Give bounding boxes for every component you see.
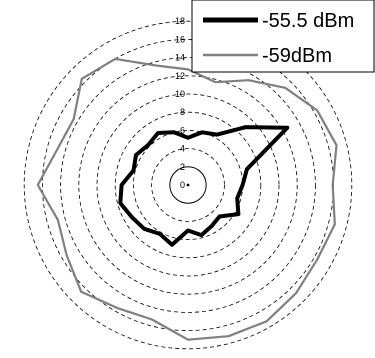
radial-tick-label-10: 10	[175, 89, 185, 99]
grid-ring-12	[78, 75, 298, 295]
radial-tick-label-2: 2	[180, 162, 185, 172]
legend-label-series-1: -55.5 dBm	[262, 10, 354, 32]
grid-ring-14	[60, 57, 316, 313]
radial-tick-label-4: 4	[180, 144, 185, 154]
radial-tick-label-6: 6	[180, 125, 185, 135]
radial-tick-label-18: 18	[175, 16, 185, 26]
radial-tick-label-8: 8	[180, 107, 185, 117]
radial-tick-label-0: 0	[180, 180, 185, 190]
radial-tick-label-14: 14	[175, 53, 185, 63]
grid-ring-4	[151, 148, 225, 222]
legend-box	[191, 0, 375, 73]
series-line-1	[118, 125, 290, 247]
grid-ring-2	[169, 166, 207, 204]
grid-ring-18	[23, 20, 353, 350]
series-line-2	[36, 57, 338, 341]
radial-tick-label-16: 16	[175, 34, 185, 44]
grid-ring-10	[96, 93, 280, 277]
legend: -55.5 dBm -59dBm	[191, 0, 375, 73]
grid-ring-8	[114, 111, 262, 259]
center-point	[186, 183, 190, 187]
legend-label-series-2: -59dBm	[262, 45, 332, 67]
radial-tick-label-12: 12	[175, 71, 185, 81]
series-lines	[36, 57, 338, 341]
grid-rings	[23, 20, 353, 350]
radial-tick-labels: 0 2 4 6 8 10 12 14 16 18	[175, 16, 185, 190]
